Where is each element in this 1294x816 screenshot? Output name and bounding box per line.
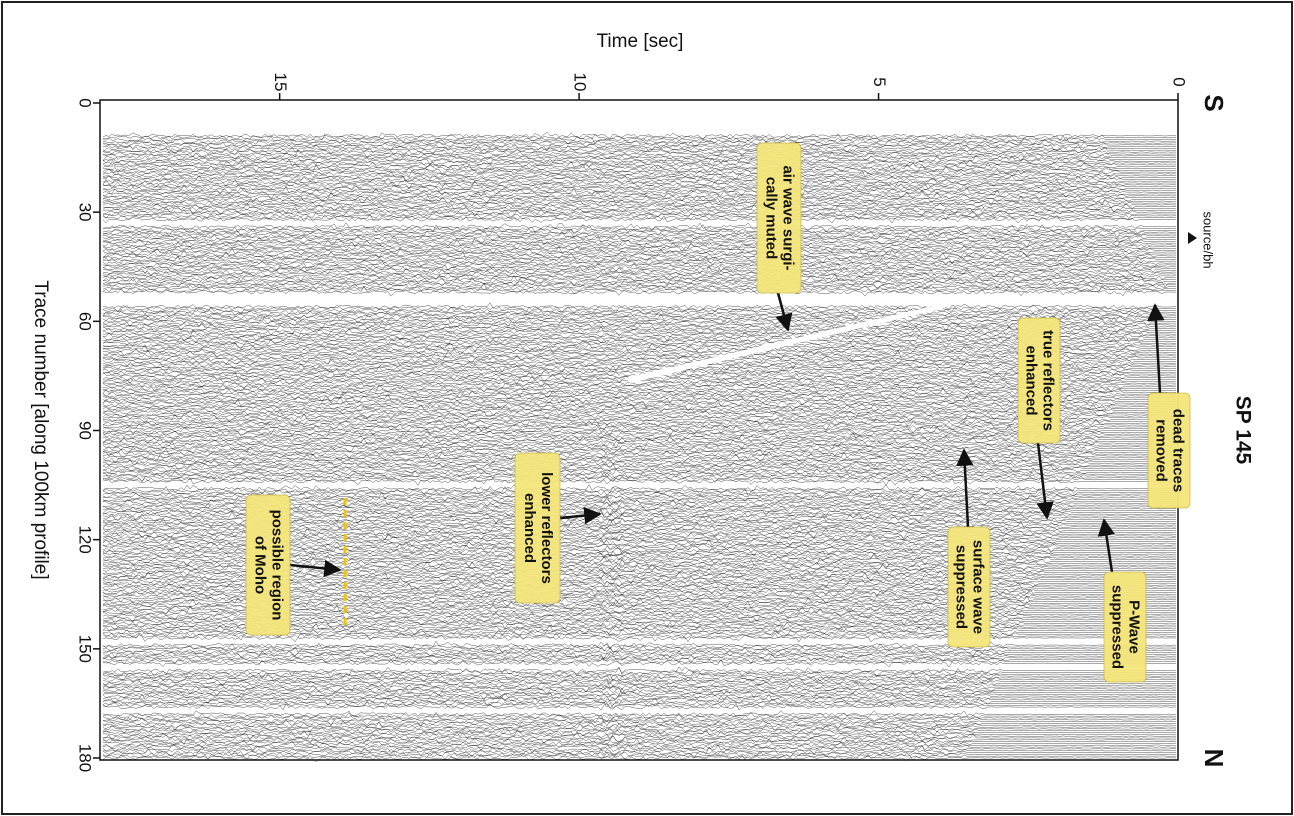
annotation-text: enhanced	[1023, 345, 1040, 415]
annotation-text: surface wave	[970, 540, 987, 634]
y-tick-label: 180	[76, 744, 95, 772]
y-tick-label: 90	[76, 421, 95, 440]
source-label: source/bh	[1201, 211, 1216, 268]
annotation-text: possible region	[269, 510, 286, 621]
south-label: S	[1199, 94, 1229, 111]
annotation-text: dead traces	[1170, 409, 1187, 492]
annotation-text: air wave surgi-	[780, 165, 797, 270]
north-label: N	[1199, 749, 1229, 768]
annotation-text: enhanced	[521, 493, 538, 563]
annotation-text: cally muted	[763, 177, 780, 260]
x-tick-label: 15	[271, 73, 290, 92]
y-tick-label: 120	[76, 525, 95, 553]
y-tick-label: 0	[76, 98, 95, 107]
annotation-text: P-Wave	[1126, 600, 1143, 654]
annotation-text: of Moho	[252, 536, 269, 594]
figure: Time [sec] Trace number [along 100km pro…	[0, 0, 1294, 816]
annotation-text: suppressed	[1109, 585, 1126, 669]
x-axis-label: Time [sec]	[597, 31, 684, 52]
y-tick-label: 150	[76, 635, 95, 663]
x-tick-label: 0	[1170, 77, 1189, 86]
x-tick-label: 5	[870, 77, 889, 86]
y-tick-label: 30	[76, 203, 95, 222]
y-axis-label: Trace number [along 100km profile]	[30, 280, 51, 579]
x-tick-label: 10	[571, 73, 590, 92]
y-tick-label: 60	[76, 312, 95, 331]
annotation-text: suppressed	[953, 545, 970, 629]
annotation-text: removed	[1153, 419, 1170, 482]
shot-point-label: SP 145	[1231, 396, 1254, 465]
annotation-text: lower reflectors	[538, 472, 555, 584]
annotation-text: true reflectors	[1040, 330, 1057, 431]
